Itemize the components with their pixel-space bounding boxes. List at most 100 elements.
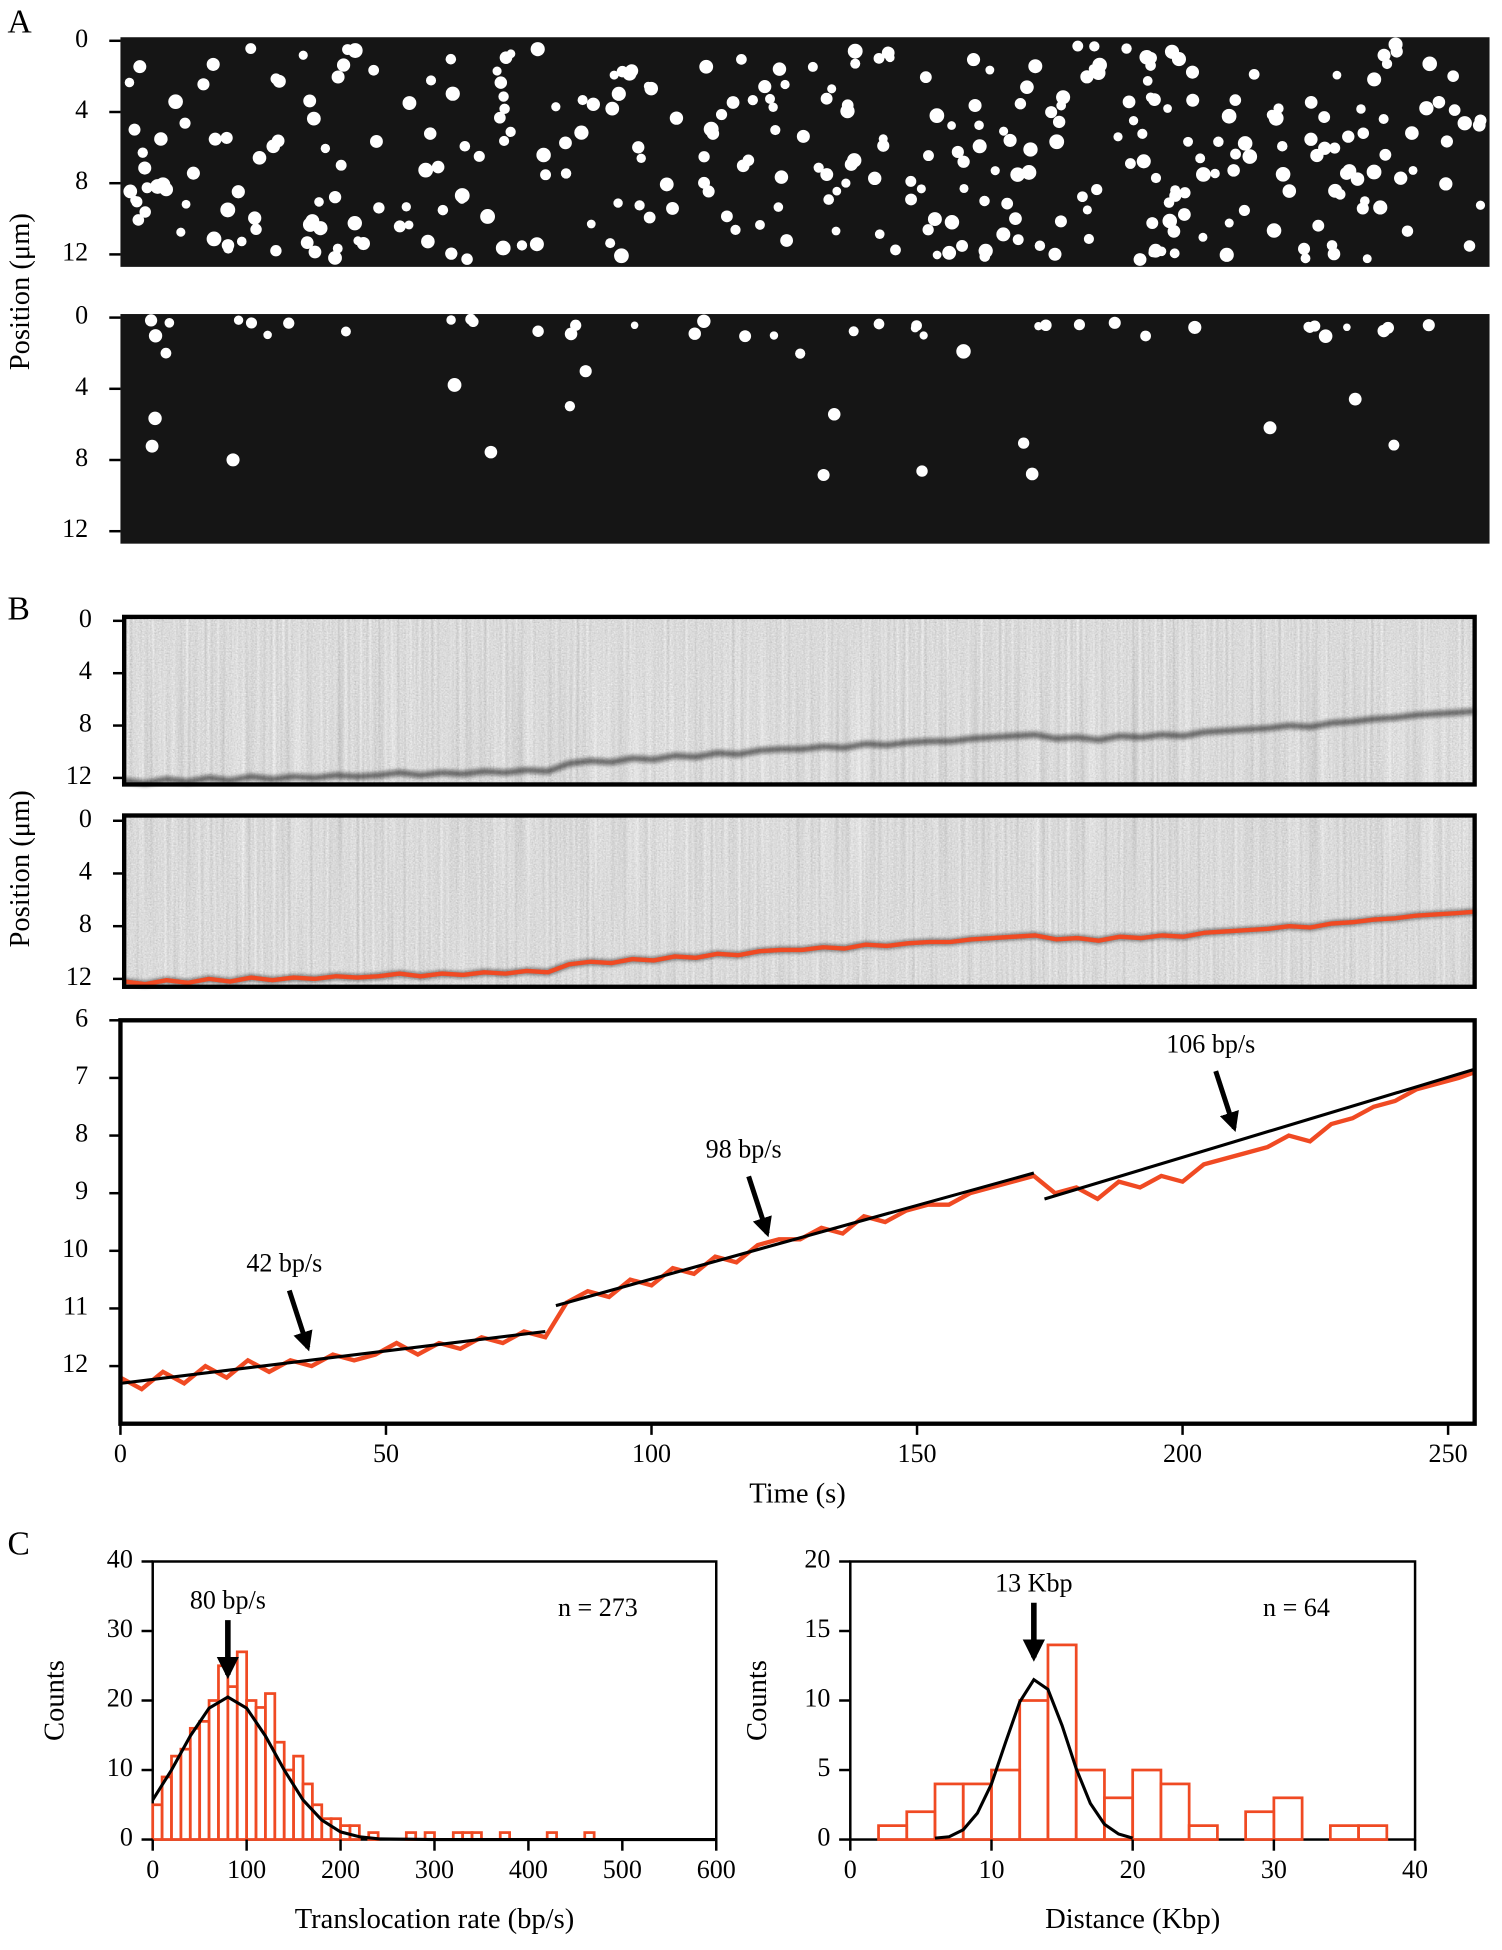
particle bbox=[1379, 148, 1392, 161]
particle bbox=[1448, 104, 1461, 116]
particle bbox=[1282, 184, 1297, 198]
particle bbox=[795, 348, 806, 359]
y-axis-label: Counts bbox=[40, 1660, 71, 1741]
particle bbox=[1128, 116, 1139, 126]
kymograph-image bbox=[124, 616, 1475, 785]
particle bbox=[577, 95, 588, 106]
trace-overlay bbox=[123, 909, 1475, 987]
particle bbox=[160, 347, 172, 359]
particle bbox=[1422, 56, 1437, 72]
particle bbox=[885, 52, 895, 63]
particle bbox=[613, 198, 623, 208]
particle bbox=[832, 186, 842, 196]
particle bbox=[1185, 65, 1200, 79]
particle bbox=[877, 139, 890, 152]
panel-label: B bbox=[7, 591, 29, 628]
particle bbox=[447, 378, 462, 392]
particle bbox=[336, 58, 351, 72]
particle bbox=[445, 86, 460, 101]
particle bbox=[467, 316, 479, 328]
particle bbox=[632, 141, 645, 154]
particle bbox=[445, 247, 458, 260]
particle bbox=[1056, 90, 1071, 105]
particle bbox=[1440, 135, 1453, 148]
particle bbox=[141, 182, 153, 194]
particle bbox=[328, 250, 342, 265]
particle bbox=[905, 193, 917, 206]
x-tick-label: 100 bbox=[632, 1439, 671, 1468]
particle bbox=[328, 191, 342, 204]
particle bbox=[335, 159, 347, 171]
rate-label: 106 bp/s bbox=[1166, 1029, 1255, 1058]
particle bbox=[817, 468, 830, 482]
x-tick-label: 40 bbox=[1402, 1855, 1428, 1884]
particle bbox=[1472, 118, 1486, 132]
particle bbox=[1318, 329, 1333, 343]
particle bbox=[154, 132, 168, 146]
x-tick-label: 0 bbox=[114, 1439, 127, 1468]
y-tick-label: 0 bbox=[79, 804, 92, 833]
particle bbox=[494, 76, 508, 89]
histogram-bar bbox=[1357, 1824, 1389, 1841]
particle bbox=[1140, 330, 1151, 342]
particle bbox=[145, 439, 159, 453]
particle bbox=[530, 42, 545, 57]
particle bbox=[431, 160, 445, 174]
particle bbox=[1137, 128, 1148, 139]
particle bbox=[1020, 80, 1034, 94]
particle bbox=[1056, 100, 1067, 111]
x-tick-label: 10 bbox=[978, 1855, 1004, 1884]
x-tick-label: 300 bbox=[415, 1855, 454, 1884]
particle bbox=[176, 227, 186, 237]
particle bbox=[1091, 65, 1106, 81]
particle bbox=[1359, 196, 1370, 206]
histogram-bar bbox=[1018, 1699, 1050, 1841]
histogram-bar bbox=[198, 1719, 211, 1841]
particle bbox=[643, 211, 656, 224]
particle bbox=[956, 239, 969, 252]
particle bbox=[498, 91, 509, 102]
particle bbox=[929, 108, 945, 123]
particle bbox=[956, 344, 971, 359]
histogram-bar bbox=[264, 1692, 277, 1841]
particle bbox=[1164, 44, 1180, 59]
particle bbox=[347, 43, 363, 58]
particle bbox=[823, 194, 835, 205]
y-tick-label: 4 bbox=[75, 372, 88, 401]
particle bbox=[532, 325, 544, 337]
particle bbox=[1227, 164, 1240, 177]
particle bbox=[1162, 213, 1178, 229]
particle bbox=[780, 234, 794, 247]
particle bbox=[1188, 320, 1202, 334]
particle bbox=[206, 57, 220, 71]
particle bbox=[283, 317, 295, 329]
particle bbox=[128, 123, 141, 136]
particle bbox=[1300, 253, 1311, 264]
y-tick-label: 12 bbox=[62, 237, 88, 266]
particle bbox=[506, 49, 516, 59]
particle bbox=[551, 102, 561, 112]
particle bbox=[1133, 253, 1147, 266]
particle bbox=[1332, 70, 1342, 80]
y-tick-label: 0 bbox=[120, 1823, 133, 1852]
frame bbox=[121, 614, 1477, 787]
particle bbox=[148, 329, 163, 343]
particle bbox=[848, 326, 859, 337]
particle bbox=[796, 129, 810, 143]
particle bbox=[932, 250, 942, 260]
particle bbox=[1148, 243, 1163, 258]
particle bbox=[1224, 218, 1234, 228]
particle bbox=[1238, 204, 1250, 217]
particle bbox=[138, 161, 152, 175]
particle bbox=[1144, 51, 1157, 64]
particle bbox=[715, 108, 728, 121]
particle bbox=[402, 96, 417, 110]
particle bbox=[181, 199, 191, 209]
particle bbox=[220, 131, 233, 144]
particle bbox=[1003, 133, 1017, 147]
particle bbox=[1310, 148, 1324, 163]
particle bbox=[605, 101, 620, 116]
particle bbox=[966, 53, 981, 67]
particle bbox=[168, 94, 183, 110]
particle bbox=[347, 215, 362, 231]
